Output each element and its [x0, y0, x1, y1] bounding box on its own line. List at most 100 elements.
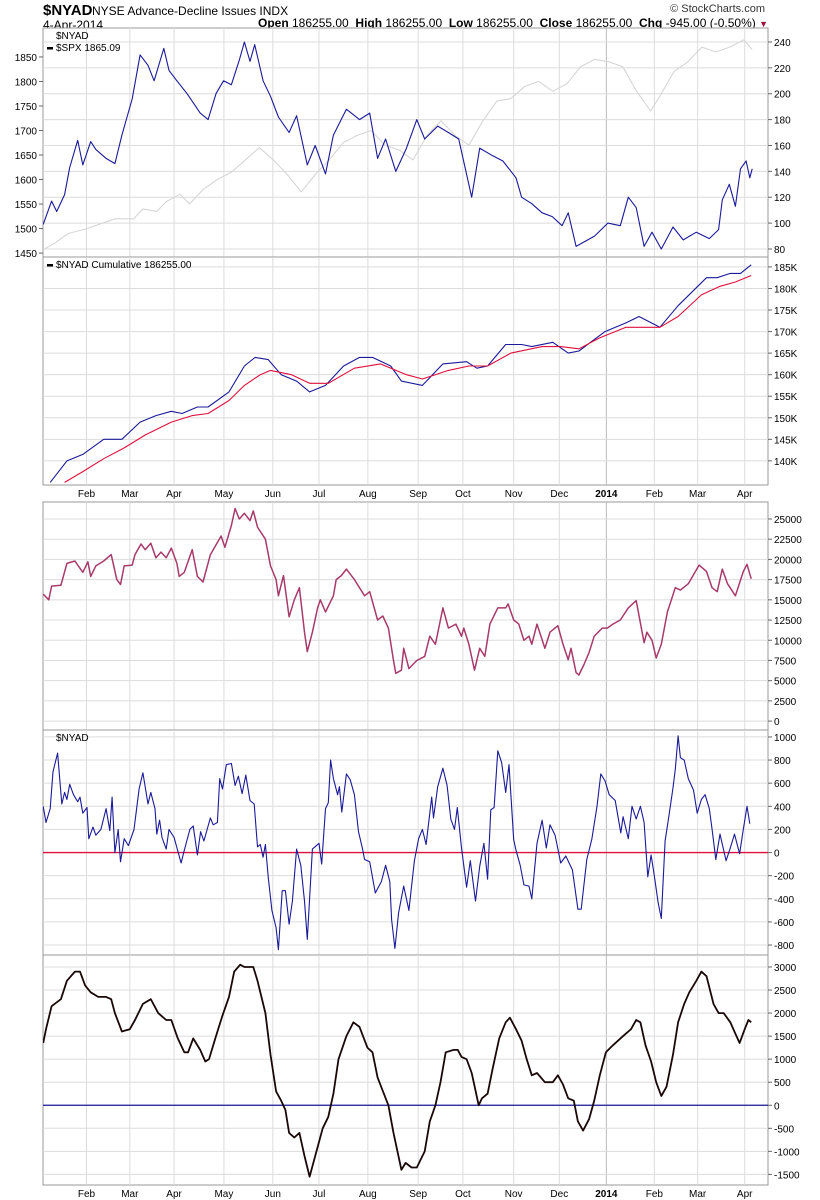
y-tick-label-left: 1650 [15, 151, 38, 162]
x-tick-label: May [214, 489, 233, 500]
y-tick-label-left: 1550 [15, 200, 38, 211]
change-value: -945.00 (-0.50%) [665, 16, 756, 30]
y-tick-label-right: 0 [774, 717, 780, 728]
y-tick-label-right: 0 [774, 1101, 780, 1112]
y-tick-label-right: 155K [774, 392, 798, 403]
y-tick-label-right: -200 [774, 872, 794, 883]
series-line-spx [43, 39, 753, 251]
y-tick-label-right: 165K [774, 349, 798, 360]
symbol-title: $NYAD [43, 2, 93, 19]
y-tick-label-right: 145K [774, 435, 798, 446]
y-tick-label-right: 15000 [774, 596, 802, 607]
y-tick-label-right: 2500 [774, 697, 797, 708]
open-value: 186255.00 [292, 16, 349, 30]
y-tick-label-right: 200 [774, 90, 791, 101]
y-tick-label-right: 1000 [774, 733, 797, 744]
x-tick-label: May [214, 1189, 233, 1200]
y-tick-label-right: 160 [774, 141, 791, 152]
x-tick-label: Sep [409, 1189, 427, 1200]
x-tick-label: Sep [409, 489, 427, 500]
panel-price [42, 27, 769, 258]
copyright-link[interactable]: © StockCharts.com [670, 3, 765, 15]
y-tick-label-right: 240 [774, 38, 791, 49]
x-tick-label: Mar [689, 489, 707, 500]
series-line-moving-average [64, 274, 752, 483]
high-value: 186255.00 [385, 16, 443, 30]
ohlc-readout: Open 186255.00 High 186255.00 Low 186255… [258, 16, 768, 30]
series-line-nyad [43, 41, 753, 250]
y-tick-label-right: 800 [774, 756, 791, 767]
panel-cumulative [42, 256, 769, 486]
y-tick-label-left: 1500 [15, 225, 38, 236]
panel-oscillator-a [42, 501, 769, 731]
y-tick-label-right: 17500 [774, 576, 802, 587]
y-tick-label-right: 10000 [774, 636, 802, 647]
y-tick-label-right: -1000 [774, 1147, 800, 1158]
low-label: Low [448, 16, 473, 30]
y-tick-label-right: 12500 [774, 616, 802, 627]
y-tick-label-right: -600 [774, 918, 794, 929]
x-tick-label: Dec [550, 489, 568, 500]
x-tick-label: Mar [121, 489, 139, 500]
y-tick-label-right: -1500 [774, 1170, 800, 1181]
y-tick-label-right: 220 [774, 64, 791, 75]
legend-label: $NYAD Cumulative 186255.00 [56, 260, 192, 271]
low-value: 186255.00 [476, 16, 533, 30]
x-tick-label: Aug [359, 489, 377, 500]
panel-oscillator-c [42, 954, 769, 1186]
x-tick-label: Jun [265, 1189, 281, 1200]
y-tick-label-right: 200 [774, 825, 791, 836]
x-tick-label: 2014 [595, 1189, 618, 1200]
x-tick-label: Mar [689, 1189, 707, 1200]
y-tick-label-right: 500 [774, 1078, 791, 1089]
y-tick-label-right: 0 [774, 849, 780, 860]
y-tick-label-right: 100 [774, 219, 791, 230]
y-tick-label-right: 185K [774, 263, 798, 274]
legend-swatch [47, 47, 53, 50]
close-value: 186255.00 [575, 16, 633, 30]
y-tick-label-right: 2000 [774, 1009, 797, 1020]
y-tick-label-right: 25000 [774, 515, 802, 526]
y-tick-label-right: 1500 [774, 1032, 797, 1043]
y-tick-label-left: 1700 [15, 126, 38, 137]
y-tick-label-right: 1000 [774, 1055, 797, 1066]
y-tick-label-right: 400 [774, 802, 791, 813]
legend-label: $NYAD [56, 31, 89, 42]
x-tick-label: Feb [646, 1189, 664, 1200]
x-tick-label: Oct [455, 1189, 471, 1200]
down-arrow-icon: ▼ [759, 19, 768, 29]
x-tick-label: Apr [166, 489, 182, 500]
y-tick-label-right: 3000 [774, 963, 797, 974]
series-line-nyad [43, 735, 751, 951]
y-tick-label-right: 20000 [774, 555, 802, 566]
x-tick-label: Aug [359, 1189, 377, 1200]
change-label: Chg [639, 16, 663, 30]
y-tick-label-left: 1850 [15, 53, 38, 64]
legend-label: $NYAD [56, 733, 89, 744]
y-tick-label-right: 140 [774, 167, 791, 178]
legend-swatch [47, 264, 53, 267]
y-tick-label-right: -400 [774, 895, 794, 906]
y-tick-label-right: 150K [774, 414, 798, 425]
y-tick-label-right: 175K [774, 306, 798, 317]
close-label: Close [539, 16, 573, 30]
y-tick-label-right: -500 [774, 1124, 794, 1135]
series-line-nyad-cumulative [49, 264, 752, 483]
y-tick-label-right: 7500 [774, 656, 797, 667]
open-label: Open [257, 16, 289, 30]
series-line-indicator [43, 507, 752, 676]
x-tick-label: Oct [455, 489, 471, 500]
x-tick-label: Apr [166, 1189, 182, 1200]
panel-oscillator-b [42, 729, 769, 956]
y-tick-label-left: 1800 [15, 77, 38, 88]
x-tick-label: Apr [737, 1189, 753, 1200]
x-tick-label: Nov [505, 1189, 523, 1200]
y-tick-label-right: 5000 [774, 677, 797, 688]
high-label: High [355, 16, 383, 30]
y-tick-label-right: 600 [774, 779, 791, 790]
y-tick-label-left: 1750 [15, 102, 38, 113]
y-tick-label-left: 1600 [15, 176, 38, 187]
x-tick-label: Jul [313, 1189, 326, 1200]
y-tick-label-right: 180 [774, 116, 791, 127]
